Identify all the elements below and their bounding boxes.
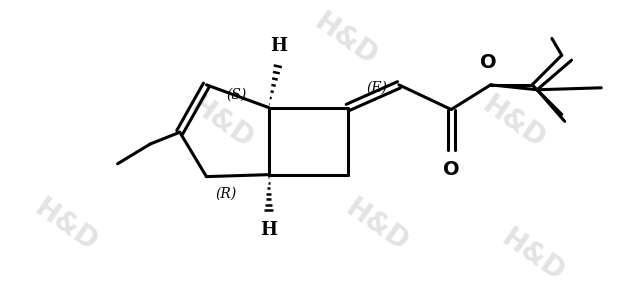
Text: (S): (S): [226, 88, 246, 102]
Text: O: O: [481, 53, 497, 72]
Text: H&D: H&D: [477, 91, 551, 154]
Text: H: H: [270, 37, 287, 55]
Text: (E): (E): [367, 81, 387, 95]
Text: H&D: H&D: [496, 224, 570, 287]
Text: H&D: H&D: [309, 8, 383, 71]
Text: H&D: H&D: [340, 194, 414, 258]
Text: H: H: [260, 221, 277, 239]
Text: H&D: H&D: [185, 91, 258, 154]
Text: (R): (R): [215, 186, 237, 200]
Text: O: O: [443, 160, 459, 179]
Text: H&D: H&D: [30, 194, 103, 258]
